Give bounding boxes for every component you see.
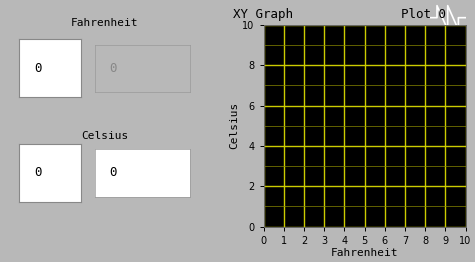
Text: 0: 0 bbox=[109, 166, 117, 179]
Text: 0: 0 bbox=[34, 62, 41, 75]
X-axis label: Fahrenheit: Fahrenheit bbox=[331, 248, 399, 258]
Text: Plot 0: Plot 0 bbox=[401, 8, 446, 21]
Text: 0: 0 bbox=[34, 166, 41, 179]
Text: Celsius: Celsius bbox=[81, 131, 128, 141]
Text: 0: 0 bbox=[109, 62, 117, 75]
Text: Fahrenheit: Fahrenheit bbox=[71, 18, 138, 28]
Y-axis label: Celsius: Celsius bbox=[229, 102, 239, 149]
Text: XY Graph: XY Graph bbox=[233, 8, 293, 21]
